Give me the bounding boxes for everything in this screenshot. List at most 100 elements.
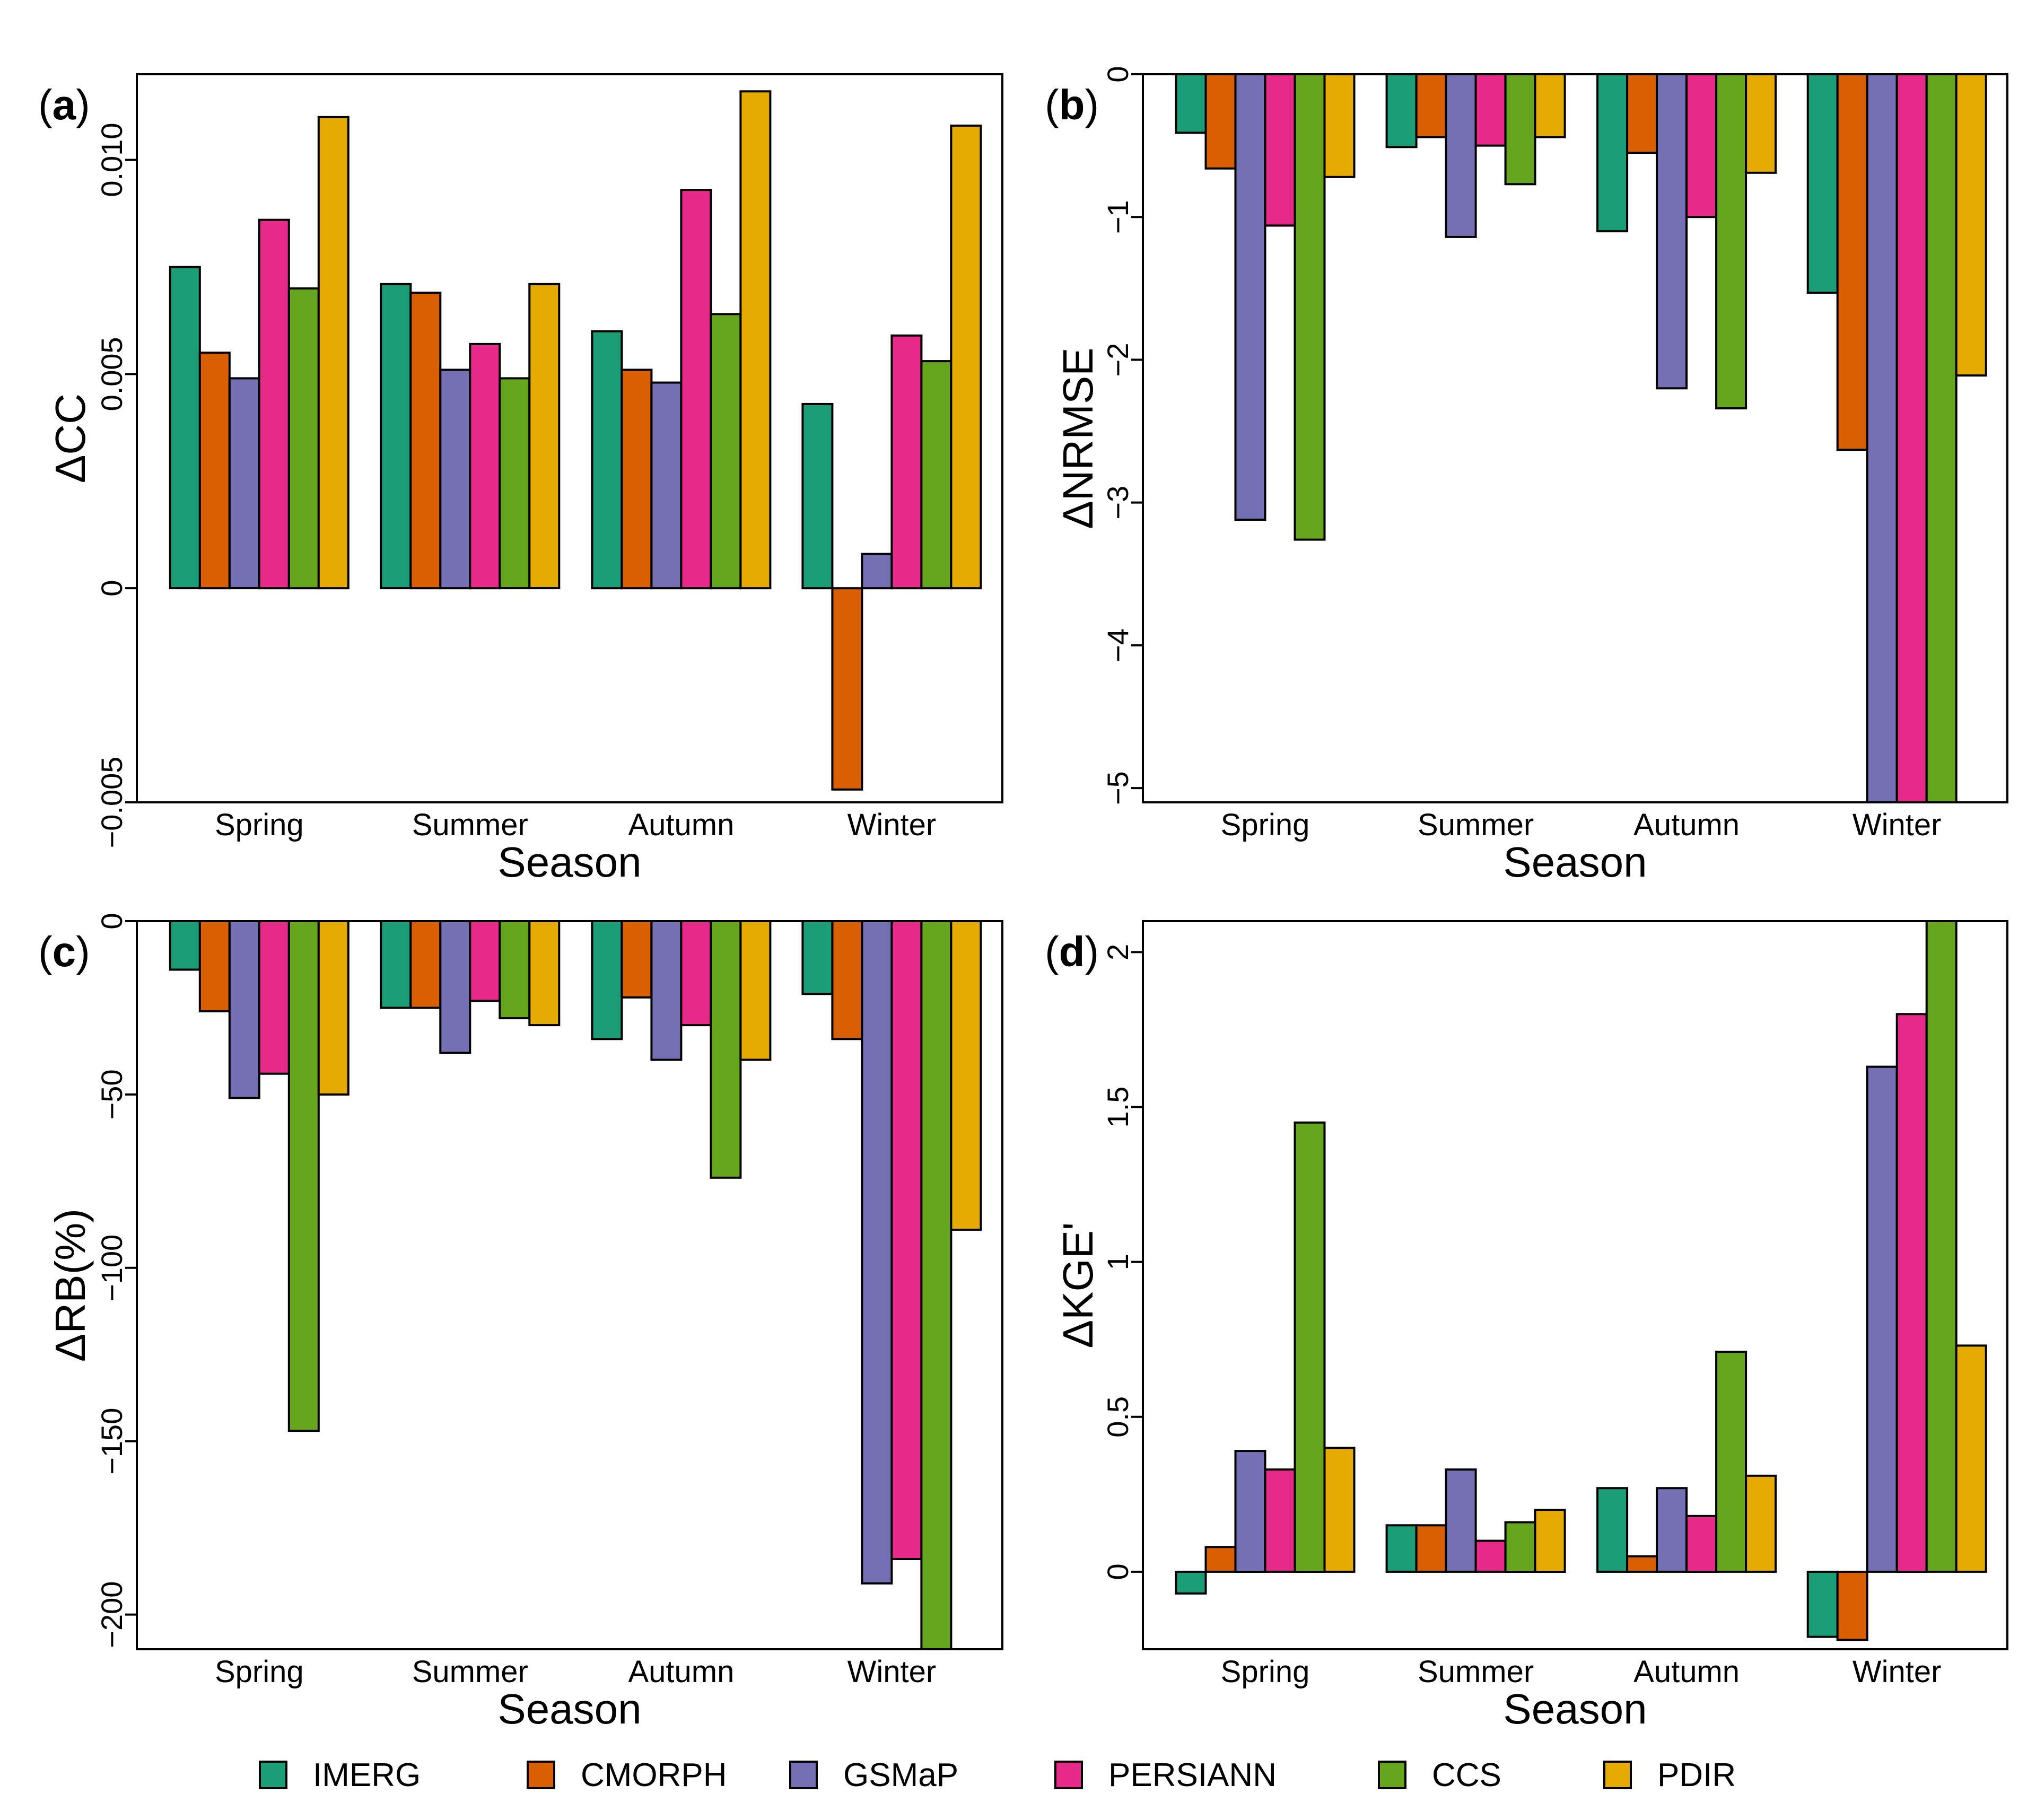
legend-swatch-cmorph — [527, 1761, 555, 1789]
panel-label-a: (a) — [38, 81, 90, 128]
panels: Spring Summer Autumn Winter −0.005 0 0.005 0.01… — [38, 66, 2008, 1732]
bar-b-autumn-gsmap — [1656, 73, 1688, 390]
bar-d-summer-persiann — [1474, 1539, 1507, 1573]
ytick-label-c-3: −50 — [95, 1069, 128, 1119]
bar-a-summer-gsmap — [439, 369, 471, 590]
bar-c-summer-pdir — [528, 920, 561, 1027]
bar-b-winter-imerg — [1806, 73, 1839, 294]
bar-d-spring-gsmap — [1234, 1450, 1266, 1573]
bar-c-autumn-ccs — [710, 920, 742, 1179]
bar-b-summer-imerg — [1385, 73, 1418, 148]
bar-c-summer-persiann — [469, 920, 501, 1002]
ytick-label-b-3: −2 — [1101, 343, 1134, 377]
category-label-b-autumn: Autumn — [1633, 808, 1740, 842]
bar-b-summer-pdir — [1534, 73, 1566, 138]
ytick-label-b-2: −3 — [1101, 486, 1134, 520]
bar-b-winter-ccs — [1925, 73, 1958, 803]
bar-d-summer-ccs — [1504, 1521, 1536, 1573]
bar-c-summer-gsmap — [439, 920, 471, 1054]
ytick-label-b-5: 0 — [1101, 66, 1134, 82]
bar-b-summer-persiann — [1474, 73, 1507, 147]
xlabel-a: Season — [497, 838, 641, 886]
bar-c-winter-gsmap — [861, 920, 893, 1585]
ytick-label-c-4: 0 — [95, 913, 128, 929]
bar-b-summer-cmorph — [1415, 73, 1447, 138]
ylabel-b: ΔNRMSE — [1054, 347, 1102, 529]
legend-label-ccs: CCS — [1432, 1757, 1501, 1793]
xlabel-d: Season — [1503, 1685, 1647, 1732]
bar-c-spring-cmorph — [198, 920, 231, 1012]
bar-d-autumn-gsmap — [1656, 1487, 1688, 1573]
bar-c-autumn-pdir — [739, 920, 772, 1061]
legend-swatch-ccs — [1378, 1761, 1406, 1789]
category-label-c-summer: Summer — [412, 1655, 528, 1689]
ytick-label-a-3: 0.010 — [95, 122, 128, 197]
ytick-label-a-2: 0.005 — [95, 337, 128, 411]
bar-c-spring-pdir — [317, 920, 349, 1096]
bar-b-summer-gsmap — [1445, 73, 1477, 238]
bar-d-summer-gsmap — [1445, 1468, 1477, 1573]
bar-b-autumn-cmorph — [1626, 73, 1658, 154]
bar-d-spring-pdir — [1323, 1447, 1356, 1573]
bar-d-summer-imerg — [1385, 1524, 1418, 1573]
bar-d-spring-ccs — [1294, 1121, 1326, 1573]
legend-label-cmorph: CMORPH — [581, 1757, 727, 1793]
bar-b-winter-persiann — [1895, 73, 1928, 803]
legend-label-gsmap: GSMaP — [843, 1757, 958, 1793]
legend-swatch-pdir — [1603, 1761, 1632, 1789]
ytick-label-d-1: 0.5 — [1101, 1396, 1134, 1438]
bar-a-spring-gsmap — [228, 377, 260, 590]
bar-b-spring-gsmap — [1234, 73, 1266, 521]
bar-b-autumn-pdir — [1745, 73, 1777, 174]
panel-b: Spring Summer Autumn Winter −5 −4 −3 −2 −1 0 ΔNRMS… — [1045, 66, 2008, 886]
panel-c: Spring Summer Autumn Winter −200 −150 −100 −50 0… — [38, 913, 1003, 1732]
ylabel-d: ΔKGE' — [1054, 1222, 1102, 1349]
bar-a-winter-ccs — [920, 360, 953, 590]
category-label-c-spring: Spring — [215, 1655, 304, 1689]
bar-a-spring-ccs — [287, 287, 320, 590]
category-label-d-autumn: Autumn — [1633, 1655, 1740, 1689]
legend-label-persiann: PERSIANN — [1108, 1757, 1277, 1793]
bar-d-autumn-imerg — [1596, 1487, 1629, 1573]
bar-d-autumn-cmorph — [1626, 1555, 1658, 1573]
bar-b-winter-pdir — [1955, 73, 1987, 377]
legend-swatch-persiann — [1054, 1761, 1083, 1789]
legend-label-pdir: PDIR — [1657, 1757, 1736, 1793]
panel-d: Spring Summer Autumn Winter 0 0.5 1 1.5 2 ΔKGE' Se… — [1045, 920, 2008, 1732]
category-label-b-summer: Summer — [1418, 808, 1534, 842]
bar-c-autumn-persiann — [680, 920, 712, 1027]
bar-a-autumn-gsmap — [650, 381, 683, 590]
legend-swatch-imerg — [259, 1761, 287, 1789]
bar-b-spring-imerg — [1175, 73, 1207, 134]
panel-label-d: (d) — [1045, 928, 1099, 975]
bar-d-winter-cmorph — [1836, 1570, 1868, 1641]
bar-c-summer-imerg — [380, 920, 412, 1009]
bar-b-autumn-persiann — [1685, 73, 1718, 218]
ytick-label-a-1: 0 — [95, 580, 128, 597]
xlabel-c: Season — [497, 1685, 641, 1732]
category-label-a-summer: Summer — [412, 808, 528, 842]
legend-label-imerg: IMERG — [313, 1757, 421, 1793]
bar-d-summer-pdir — [1534, 1509, 1566, 1573]
bar-a-spring-persiann — [258, 218, 290, 590]
bar-c-winter-imerg — [801, 920, 834, 995]
bar-c-summer-cmorph — [409, 920, 442, 1009]
bar-c-winter-pdir — [950, 920, 982, 1231]
ytick-label-b-4: −1 — [1101, 200, 1134, 234]
bar-a-summer-persiann — [469, 343, 501, 590]
bar-d-winter-persiann — [1895, 1013, 1928, 1573]
bar-d-autumn-persiann — [1685, 1515, 1718, 1573]
bar-d-summer-cmorph — [1415, 1524, 1447, 1573]
category-label-c-winter: Winter — [847, 1655, 937, 1689]
bar-b-summer-ccs — [1504, 73, 1536, 186]
ytick-label-b-0: −5 — [1101, 771, 1134, 805]
bar-d-spring-persiann — [1264, 1468, 1296, 1573]
bar-c-autumn-cmorph — [621, 920, 653, 999]
panel-a: Spring Summer Autumn Winter −0.005 0 0.005 0.01… — [38, 73, 1003, 886]
bar-b-spring-pdir — [1323, 73, 1356, 178]
bar-a-autumn-cmorph — [621, 369, 653, 590]
category-label-b-winter: Winter — [1853, 808, 1942, 842]
bar-d-winter-imerg — [1806, 1570, 1839, 1638]
bar-c-spring-imerg — [169, 920, 201, 971]
